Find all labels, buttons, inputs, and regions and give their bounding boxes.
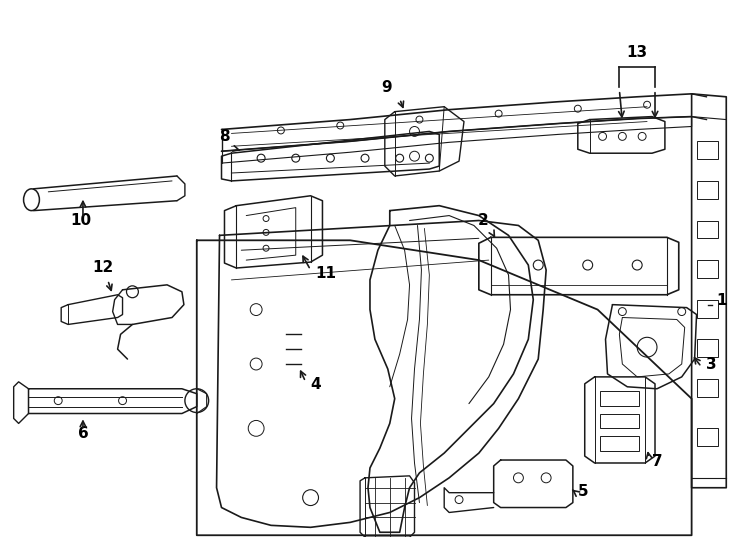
Text: 5: 5 <box>578 484 589 498</box>
Text: 7: 7 <box>652 454 663 469</box>
Bar <box>697 300 719 318</box>
Bar <box>697 220 719 238</box>
Bar <box>697 141 719 159</box>
Text: 12: 12 <box>92 260 113 275</box>
Bar <box>600 391 639 406</box>
Bar <box>697 181 719 199</box>
Bar <box>697 260 719 278</box>
Text: 11: 11 <box>316 266 336 281</box>
Text: 6: 6 <box>78 426 88 441</box>
Text: 4: 4 <box>310 377 321 392</box>
Bar <box>697 339 719 357</box>
Bar <box>697 379 719 397</box>
Text: 2: 2 <box>478 213 489 228</box>
Text: 8: 8 <box>219 130 230 144</box>
Bar <box>600 414 639 428</box>
Text: 9: 9 <box>381 80 392 95</box>
Text: 13: 13 <box>627 45 647 60</box>
Bar <box>600 436 639 451</box>
Bar <box>697 428 719 446</box>
Text: 10: 10 <box>70 213 92 228</box>
Text: 1: 1 <box>716 293 727 308</box>
Text: 3: 3 <box>706 357 717 372</box>
